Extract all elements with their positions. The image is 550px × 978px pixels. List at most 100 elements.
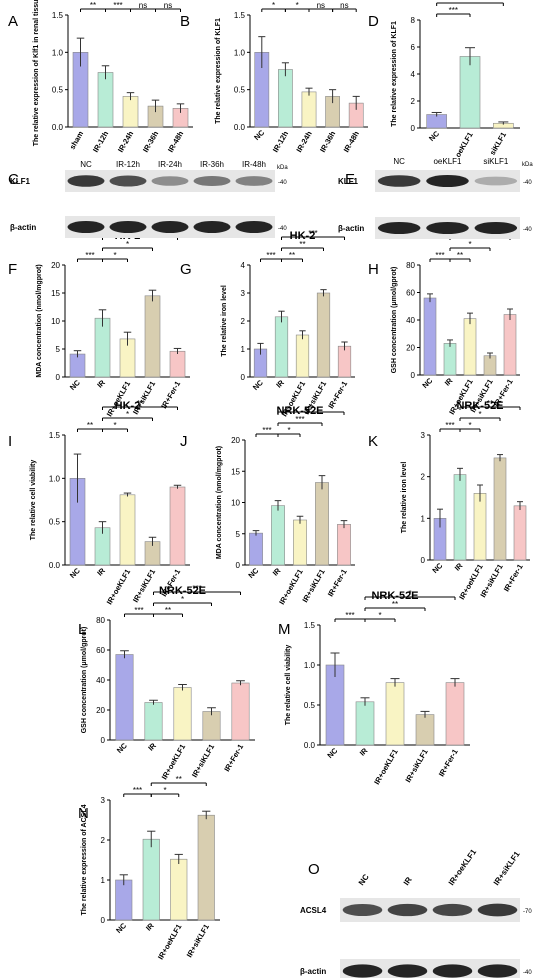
bar-1 [144, 702, 163, 741]
chart-F: 0 5 10 15 20 MDA concentration (nmol/mgprot) H… [36, 229, 190, 418]
significance-label: ns [164, 1, 172, 10]
significance-label: * [478, 410, 481, 419]
y-tick-label: 1.0 [49, 474, 61, 483]
category-label: IR-24h [294, 129, 313, 154]
bar-4 [337, 345, 352, 378]
bar-3 [493, 457, 507, 561]
chart-title: HK-2 [290, 230, 316, 242]
significance-label: *** [134, 606, 143, 615]
blot-band [193, 175, 231, 187]
significance-label: * [113, 251, 116, 260]
blot-column-label: IR-12h [116, 160, 140, 169]
bar-2 [170, 858, 188, 921]
category-label: oeKLF1 [453, 131, 475, 159]
category-label: IR-24h [116, 129, 135, 154]
y-axis-label: GSH concentration (μmol/gprot) [81, 627, 88, 734]
bar-1 [274, 316, 289, 378]
significance-label: *** [133, 786, 142, 795]
bar-1 [142, 838, 160, 921]
category-label: IR+siKLF1 [185, 923, 211, 959]
blot-row-label: β-actin [300, 967, 326, 976]
y-tick-label: 5 [56, 345, 61, 354]
blot-E: NC oeKLF1 siKLF1 kDa KLF1 -40 β-actin -40 [338, 157, 533, 239]
panel-letter-M: M [278, 621, 291, 638]
category-label: IR+siKLF1 [300, 568, 326, 604]
blot-column-label: IR+oeKLF1 [447, 847, 479, 887]
bar-2 [119, 494, 136, 566]
bar-2 [385, 682, 405, 746]
bar-3 [144, 295, 161, 378]
category-label: NC [427, 129, 441, 143]
significance-label: *** [345, 611, 354, 620]
blot-row-label: β-actin [10, 223, 36, 232]
significance-label: ** [308, 404, 314, 413]
category-label: IR [274, 378, 286, 390]
bar-4 [337, 524, 351, 566]
y-tick-label: 60 [406, 289, 415, 298]
category-label: NC [246, 566, 260, 580]
significance-label: ** [87, 421, 93, 430]
significance-label: ** [165, 606, 171, 615]
significance-label: * [272, 1, 275, 10]
significance-label: *** [445, 421, 454, 430]
y-tick-label: 1.0 [304, 661, 316, 670]
y-tick-label: 0 [101, 916, 106, 925]
y-tick-label: 6 [411, 43, 416, 52]
panel-letter-J: J [180, 433, 188, 450]
bar-3 [316, 292, 331, 378]
significance-label: ns [340, 1, 348, 10]
y-axis-label: MDA concentration (nmol/mgprot) [216, 446, 223, 559]
blot-band [426, 221, 469, 235]
category-label: IR [443, 376, 455, 388]
category-label: IR [95, 378, 107, 390]
blot-C: NC IR-12h IR-24h IR-36h IR-48h kDa KLF1 -40 β-ac… [10, 160, 288, 238]
blot-unit: kDa [277, 165, 288, 171]
blot-marker: -40 [523, 970, 532, 976]
category-label: IR [453, 561, 465, 573]
blot-band [151, 176, 189, 186]
y-tick-label: 1 [421, 514, 426, 523]
y-tick-label: 0 [411, 124, 416, 133]
significance-label: *** [85, 251, 94, 260]
significance-label: ** [487, 399, 493, 408]
y-axis-label: The relative cell viability [285, 645, 292, 726]
y-tick-label: 15 [231, 467, 240, 476]
blot-band [474, 221, 518, 235]
significance-label: * [408, 589, 411, 598]
significance-label: *** [295, 415, 304, 424]
significance-label: *** [449, 6, 458, 15]
y-tick-label: 80 [96, 616, 105, 625]
chart-D: 0 2 4 6 8 The relative expression of KLF1 NC oe… [391, 0, 520, 159]
blot-band [432, 964, 473, 978]
bar-0 [249, 532, 263, 566]
blot-band [387, 903, 428, 917]
chart-I: 0.0 0.5 1.0 1.5 The relative cell viability H… [30, 399, 190, 606]
category-label: IR-48h [342, 129, 361, 154]
y-tick-label: 20 [96, 706, 105, 715]
y-tick-label: 0 [56, 373, 61, 382]
y-tick-label: 60 [96, 646, 105, 655]
y-tick-label: 0 [236, 561, 241, 570]
bar-1 [459, 56, 481, 129]
bar-0 [423, 297, 437, 376]
bar-2 [173, 687, 192, 741]
blot-unit: kDa [522, 162, 533, 168]
panel-letter-D: D [368, 13, 379, 30]
category-label: IR+Fer-1 [159, 380, 182, 411]
category-label: IR+Fer-1 [326, 380, 349, 411]
blot-band [342, 964, 383, 978]
blot-column-label: NC [357, 872, 371, 887]
category-label: NC [114, 921, 128, 935]
category-label: IR+siKLF1 [190, 743, 216, 779]
blot-O: NC IR IR+oeKLF1 IR+siKLF1 ACSL4 -70 β-actin -40 [300, 847, 532, 978]
significance-label: *** [435, 251, 444, 260]
category-label: IR-36h [141, 129, 160, 154]
blot-band [109, 175, 147, 187]
chart-A: 0.0 0.5 1.0 1.5 The relative expression of K… [33, 0, 193, 154]
category-label: IR+oeKLF1 [160, 743, 187, 782]
significance-label: * [378, 611, 381, 620]
y-tick-label: 1 [101, 876, 106, 885]
blot-band [387, 964, 428, 978]
chart-B: 0.0 0.5 1.0 1.5 The relative expression of K… [215, 1, 368, 154]
